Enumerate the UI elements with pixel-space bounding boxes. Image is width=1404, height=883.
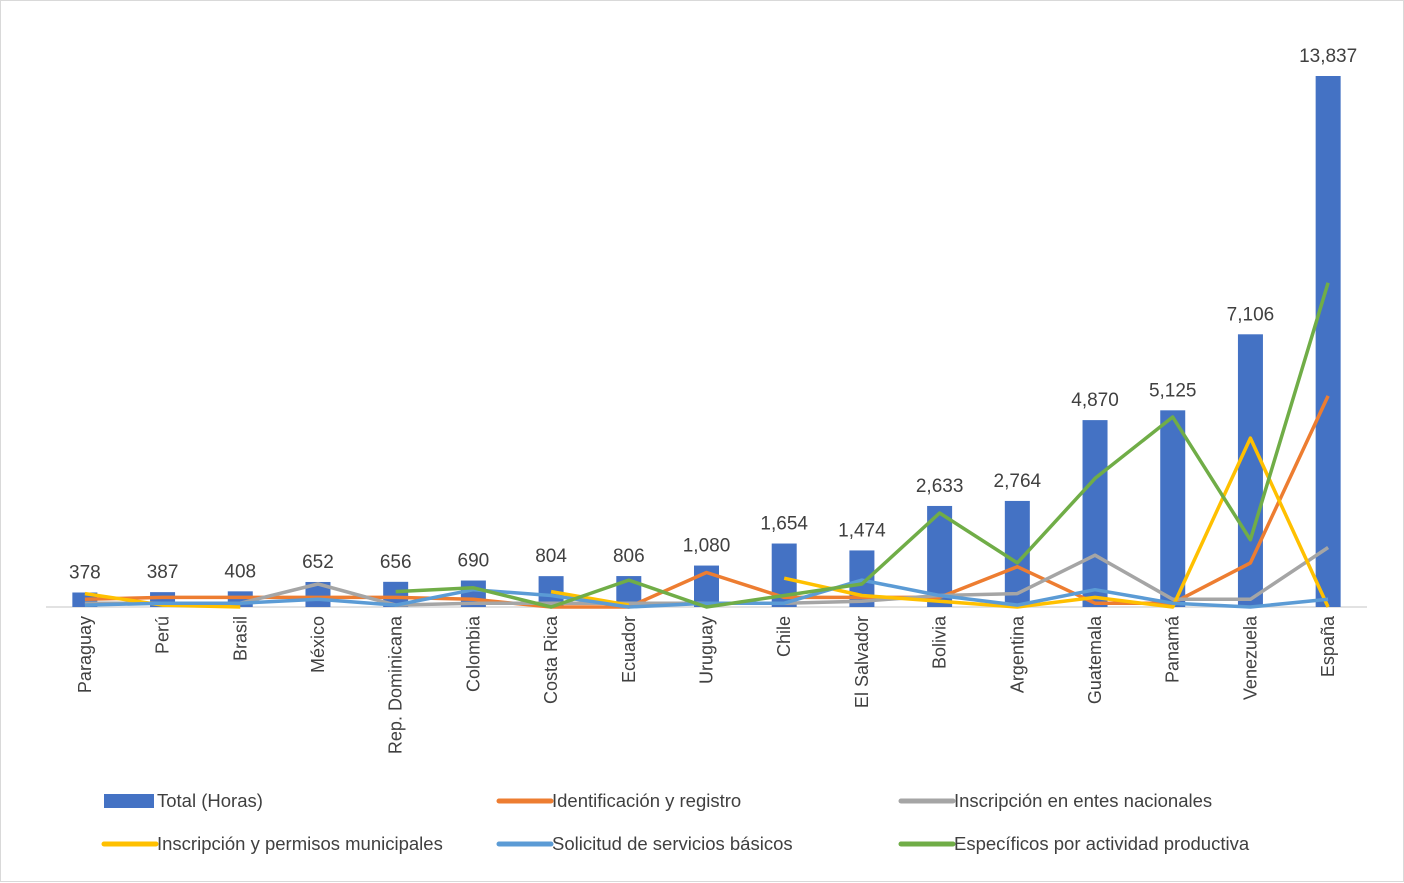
series-line-identificacion-y-registro-1 — [84, 395, 1330, 609]
legend-label-5: Solicitud de servicios básicos — [552, 833, 793, 854]
data-label-2: 387 — [147, 562, 179, 583]
x-tick-label-13: Argentina — [1007, 615, 1027, 693]
bar-15 — [1160, 410, 1186, 607]
data-label-5: 656 — [380, 552, 412, 573]
x-tick-label-16: Venezuela — [1240, 615, 1260, 700]
series-line-solicitud-de-servicios-basicos-1 — [84, 578, 1329, 609]
x-tick-label-4: México — [308, 616, 328, 673]
x-tick-label-7: Costa Rica — [541, 615, 561, 704]
x-tick-label-8: Ecuador — [619, 616, 639, 683]
data-label-10: 1,654 — [760, 514, 808, 535]
data-label-9: 1,080 — [683, 536, 731, 557]
data-label-14: 4,870 — [1071, 390, 1119, 411]
series-line-inscripcion-y-permisos-municipales-1 — [84, 591, 241, 609]
data-label-17: 13,837 — [1299, 46, 1357, 67]
x-tick-label-9: Uruguay — [697, 616, 717, 684]
x-tick-label-1: Paraguay — [75, 616, 95, 693]
bar-14 — [1082, 420, 1108, 607]
data-label-13: 2,764 — [994, 471, 1042, 492]
x-tick-label-11: El Salvador — [852, 616, 872, 708]
x-tick-label-12: Bolivia — [930, 615, 950, 669]
x-tick-label-10: Chile — [774, 616, 794, 657]
legend-label-3: Inscripción en entes nacionales — [954, 790, 1212, 811]
x-tick-label-17: España — [1318, 615, 1338, 677]
data-label-16: 7,106 — [1227, 304, 1275, 325]
x-tick-label-5: Rep. Dominicana — [386, 615, 406, 754]
legend-label-4: Inscripción y permisos municipales — [157, 833, 443, 854]
data-label-6: 690 — [458, 551, 490, 572]
legend-label-2: Identificación y registro — [552, 790, 741, 811]
series-line-inscripcion-y-permisos-municipales-3 — [783, 436, 1330, 609]
bar-17 — [1315, 76, 1341, 607]
x-tick-label-3: Brasil — [230, 616, 250, 661]
legend-swatch-1 — [104, 794, 154, 808]
series-line-inscripcion-y-permisos-municipales-2 — [550, 589, 630, 607]
data-label-11: 1,474 — [838, 520, 886, 541]
series-line-especificos-por-actividad-productiva-1 — [395, 282, 1330, 609]
data-label-8: 806 — [613, 546, 645, 567]
data-label-12: 2,633 — [916, 476, 964, 497]
legend-label-1: Total (Horas) — [157, 790, 263, 811]
data-label-1: 378 — [69, 562, 101, 583]
legend-label-6: Específicos por actividad productiva — [954, 833, 1250, 854]
data-label-15: 5,125 — [1149, 380, 1197, 401]
data-label-3: 408 — [224, 561, 256, 582]
data-label-7: 804 — [535, 546, 567, 567]
x-tick-label-15: Panamá — [1163, 615, 1183, 683]
x-tick-label-2: Perú — [153, 616, 173, 654]
x-tick-label-6: Colombia — [463, 615, 483, 692]
x-tick-label-14: Guatemala — [1085, 615, 1105, 704]
data-label-4: 652 — [302, 552, 334, 573]
